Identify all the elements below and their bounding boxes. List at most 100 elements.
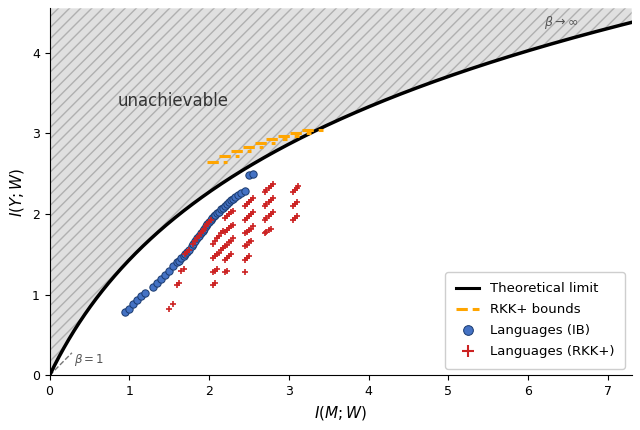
Languages (RKK+) [224,224,234,231]
Languages (RKK+) [189,238,200,245]
Theoretical limit [76,320,83,325]
Languages (RKK+) [264,227,274,233]
Languages (IB) [218,204,228,211]
Languages (RKK+) [227,251,237,258]
Languages (RKK+) [182,249,192,255]
Languages (RKK+) [245,211,255,218]
Languages (RKK+) [208,282,218,289]
Languages (IB) [188,240,198,247]
Languages (RKK+) [261,201,271,208]
Languages (RKK+) [242,201,252,208]
Languages (RKK+) [292,199,302,206]
Languages (IB) [160,271,170,278]
Languages (RKK+) [266,182,276,189]
Languages (RKK+) [211,252,221,259]
Languages (RKK+) [228,235,238,242]
Languages (IB) [168,263,179,270]
Languages (RKK+) [248,223,258,230]
Languages (RKK+) [220,228,230,235]
Languages (RKK+) [201,223,211,230]
Languages (RKK+) [266,197,276,204]
Languages (RKK+) [221,255,232,262]
Languages (RKK+) [248,194,258,201]
Languages (RKK+) [240,203,250,209]
Languages (RKK+) [227,209,237,216]
Languages (RKK+) [260,230,270,237]
Languages (RKK+) [240,243,250,250]
Theoretical limit [329,120,337,125]
Languages (RKK+) [240,230,250,237]
Languages (RKK+) [290,201,300,208]
Languages (RKK+) [240,216,250,223]
Languages (RKK+) [244,252,254,259]
Theoretical limit [628,20,636,25]
Languages (RKK+) [260,203,270,209]
Languages (RKK+) [198,227,208,234]
Languages (IB) [236,190,246,197]
Languages (RKK+) [266,211,276,218]
Languages (RKK+) [168,301,179,308]
Languages (RKK+) [287,189,298,196]
Languages (IB) [189,238,200,245]
Languages (RKK+) [212,235,222,242]
Languages (IB) [132,297,143,304]
Languages (RKK+) [216,230,226,237]
Languages (IB) [124,306,134,313]
Languages (IB) [205,216,216,223]
Languages (RKK+) [221,267,232,274]
Theoretical limit [46,373,54,378]
Languages (RKK+) [179,265,189,272]
Languages (IB) [202,220,212,227]
Languages (RKK+) [173,279,184,286]
Text: $\beta \to \infty$: $\beta \to \infty$ [544,14,579,31]
Languages (RKK+) [245,197,255,204]
Languages (IB) [224,199,234,206]
Languages (RKK+) [172,282,182,289]
Languages (RKK+) [214,232,224,239]
Languages (IB) [148,283,158,290]
Languages (RKK+) [211,279,221,286]
Languages (RKK+) [205,216,216,223]
Languages (RKK+) [268,181,278,187]
Languages (IB) [221,201,232,208]
Languages (RKK+) [227,237,237,244]
Languages (IB) [201,223,211,230]
Languages (RKK+) [180,251,190,258]
Languages (IB) [192,235,202,242]
Languages (RKK+) [220,215,230,221]
Languages (RKK+) [212,251,222,258]
Languages (RKK+) [211,238,221,245]
Languages (RKK+) [211,267,221,274]
Theoretical limit [504,54,512,59]
Languages (RKK+) [261,186,271,193]
Languages (RKK+) [208,240,218,247]
Languages (IB) [230,194,241,200]
Languages (RKK+) [261,215,271,221]
Languages (RKK+) [224,252,234,259]
Languages (IB) [199,225,209,232]
Text: unachievable: unachievable [117,92,228,110]
Languages (RKK+) [293,182,303,189]
Languages (RKK+) [244,239,254,246]
Languages (RKK+) [208,269,218,276]
Languages (RKK+) [227,223,237,230]
Languages (IB) [184,246,195,253]
Languages (IB) [244,172,254,179]
Languages (RKK+) [214,249,224,256]
Languages (IB) [211,212,221,218]
Languages (IB) [228,195,238,202]
Languages (RKK+) [287,216,298,223]
Languages (RKK+) [264,185,274,192]
Languages (RKK+) [245,225,255,232]
Languages (IB) [172,259,182,266]
Languages (RKK+) [287,203,298,209]
Languages (IB) [140,290,150,297]
Languages (RKK+) [220,257,230,264]
Languages (RKK+) [199,225,209,232]
Languages (RKK+) [212,265,222,272]
Languages (IB) [179,252,189,259]
Languages (RKK+) [240,269,250,276]
Languages (RKK+) [261,228,271,235]
Languages (RKK+) [221,213,232,220]
X-axis label: $I(M;W)$: $I(M;W)$ [314,404,367,422]
